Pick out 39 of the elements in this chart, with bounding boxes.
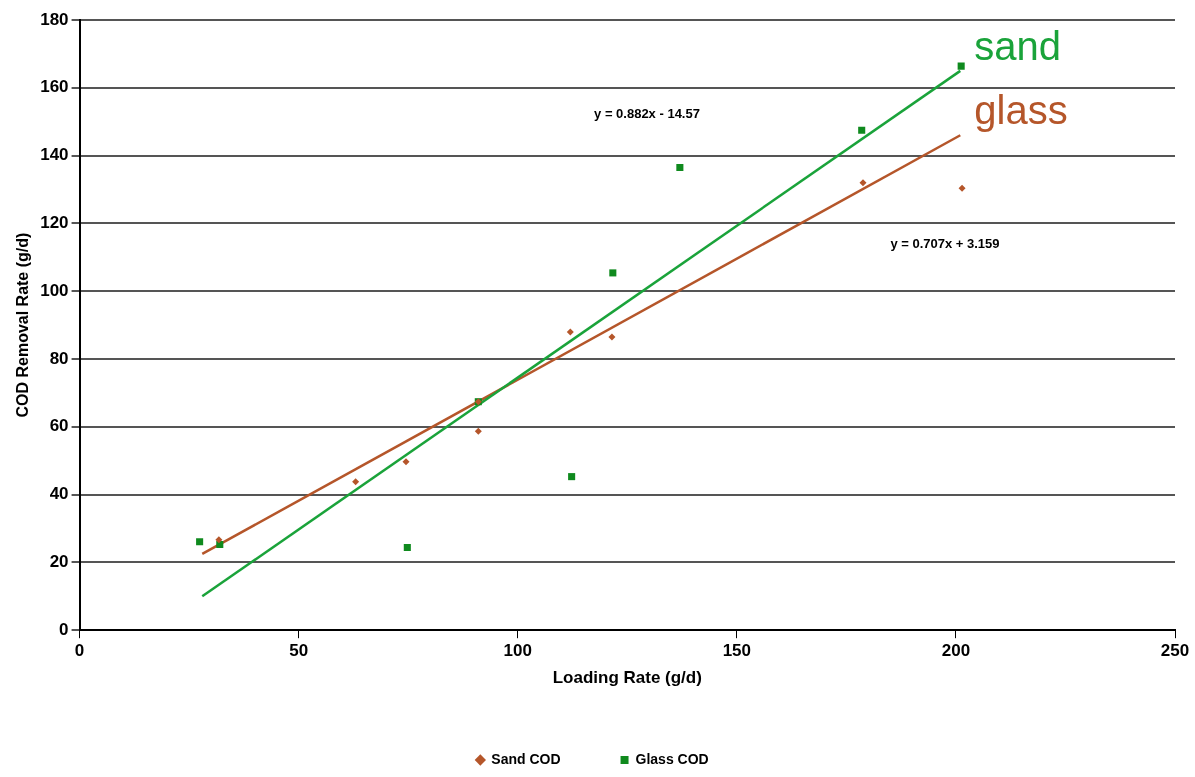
point	[609, 269, 617, 277]
point	[403, 543, 411, 552]
x-tick-label: 200	[941, 641, 971, 661]
point	[566, 328, 574, 336]
y-tick-label: 100	[40, 280, 69, 300]
y-tick-label: 180	[40, 9, 69, 29]
y-axis-title: COD Removal Rate (g/d)	[14, 232, 32, 418]
y-tick-label: 80	[49, 348, 69, 368]
point	[196, 538, 204, 546]
point	[676, 163, 684, 171]
y-tick-label: 60	[49, 416, 69, 436]
x-axis-title: Loading Rate (g/d)	[552, 668, 702, 688]
point	[859, 179, 867, 187]
point	[608, 333, 616, 341]
point	[215, 536, 223, 544]
x-tick-label: 0	[74, 641, 85, 661]
y-tick-label: 160	[40, 77, 69, 97]
point	[402, 458, 410, 466]
series-label: glass	[974, 88, 1068, 133]
annotation: y = 0.882x - 14.57	[594, 106, 700, 122]
series-label: sand	[974, 23, 1062, 68]
x-tick-label: 100	[503, 641, 532, 661]
legend-label: Glass COD	[635, 750, 709, 767]
y-tick-label: 140	[40, 145, 69, 165]
y-tick-label: 40	[49, 484, 69, 504]
annotation: y = 0.707x + 3.159	[890, 235, 1000, 251]
x-tick-label: 150	[722, 641, 752, 661]
point	[957, 62, 965, 70]
y-tick-label: 0	[59, 619, 69, 639]
point	[858, 126, 866, 134]
point	[568, 473, 576, 481]
point	[474, 427, 482, 435]
y-tick-label: 120	[40, 213, 69, 233]
x-tick-label: 50	[289, 641, 309, 661]
x-tick-label: 250	[1160, 641, 1190, 661]
y-tick-label: 20	[49, 552, 69, 572]
legend-label: Sand COD	[491, 750, 561, 767]
point	[352, 478, 360, 486]
point	[958, 184, 966, 192]
